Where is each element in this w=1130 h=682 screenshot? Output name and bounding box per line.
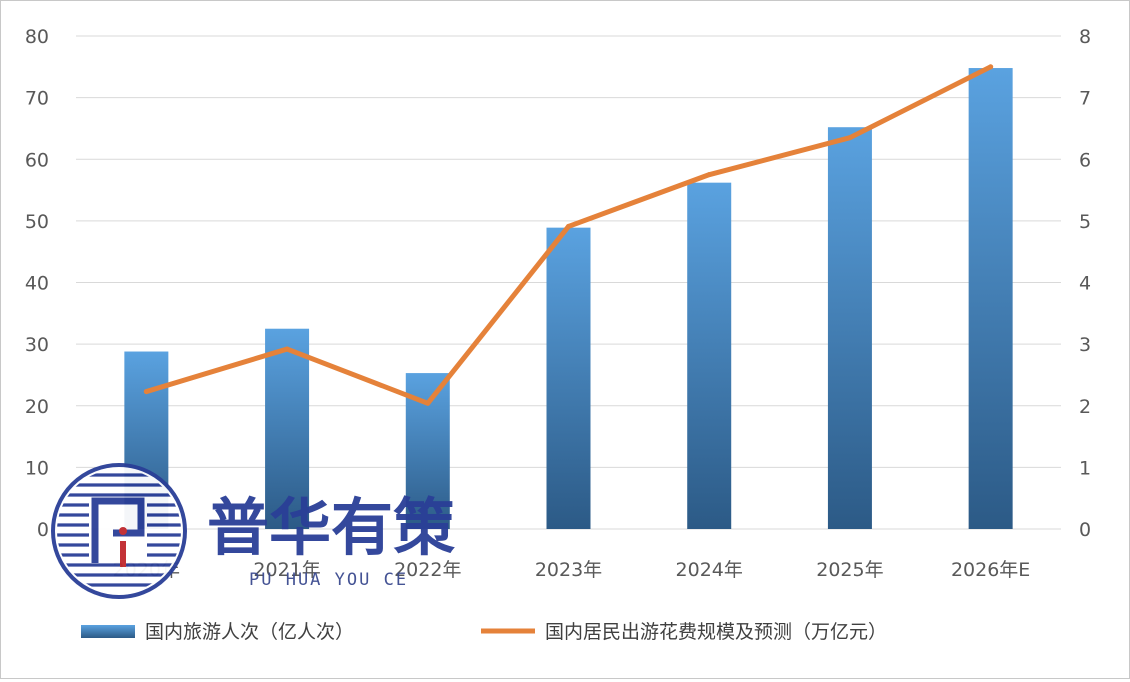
bar [265, 328, 310, 529]
y-right-tick-label: 5 [1079, 211, 1091, 233]
legend-label-bar: 国内旅游人次（亿人次） [145, 621, 354, 643]
y-left-tick-label: 0 [37, 519, 49, 541]
legend-item-line: 国内居民出游花费规模及预测（万亿元） [481, 621, 887, 643]
y-right-tick-label: 2 [1079, 396, 1091, 418]
y-right-tick-label: 6 [1079, 149, 1091, 171]
y-left-tick-label: 60 [25, 149, 49, 171]
x-tick-label: 2023年 [535, 559, 602, 581]
x-tick-label: 2026年E [951, 559, 1030, 581]
watermark: 普华有策 PU HUA YOU CE [51, 463, 455, 599]
bar [687, 182, 732, 530]
legend-label-line: 国内居民出游花费规模及预测（万亿元） [545, 621, 887, 643]
bar-series [124, 68, 1013, 530]
line-point [143, 389, 149, 395]
bar [546, 227, 591, 529]
legend-swatch-bar [81, 625, 135, 638]
y-left-tick-label: 40 [25, 273, 49, 295]
watermark-name-cn: 普华有策 [207, 491, 455, 564]
y-left-tick-label: 70 [25, 88, 49, 110]
right-axis-tick-labels: 0 1 2 3 4 5 6 7 8 [1079, 26, 1091, 541]
bar [968, 68, 1013, 530]
legend: 国内旅游人次（亿人次） 国内居民出游花费规模及预测（万亿元） [81, 621, 887, 643]
left-axis-tick-labels: 0 10 20 30 40 50 60 70 80 [25, 26, 49, 541]
y-left-tick-label: 30 [25, 334, 49, 356]
y-left-tick-label: 50 [25, 211, 49, 233]
y-left-tick-label: 10 [25, 457, 49, 479]
line-series [143, 64, 994, 406]
puhua-logo-icon [51, 463, 187, 599]
x-tick-label: 2021年 [253, 559, 320, 581]
x-tick-label: 2024年 [676, 559, 743, 581]
y-right-tick-label: 3 [1079, 334, 1091, 356]
x-tick-label: 2022年 [394, 559, 461, 581]
legend-item-bar: 国内旅游人次（亿人次） [81, 621, 354, 643]
bar [827, 127, 872, 529]
y-right-tick-label: 7 [1079, 88, 1091, 110]
line-point [988, 64, 994, 70]
y-right-tick-label: 1 [1079, 457, 1091, 479]
watermark-name-en: PU HUA YOU CE [249, 570, 408, 590]
line-point [425, 400, 431, 406]
y-left-tick-label: 80 [25, 26, 49, 48]
y-right-tick-label: 0 [1079, 519, 1091, 541]
line-point [566, 223, 571, 229]
line-point [706, 172, 712, 178]
line-point [284, 346, 290, 352]
y-right-tick-label: 4 [1079, 273, 1091, 295]
y-right-tick-label: 8 [1079, 26, 1091, 48]
x-tick-label: 2025年 [816, 559, 883, 581]
y-left-tick-label: 20 [25, 396, 49, 418]
line-point [847, 135, 853, 141]
